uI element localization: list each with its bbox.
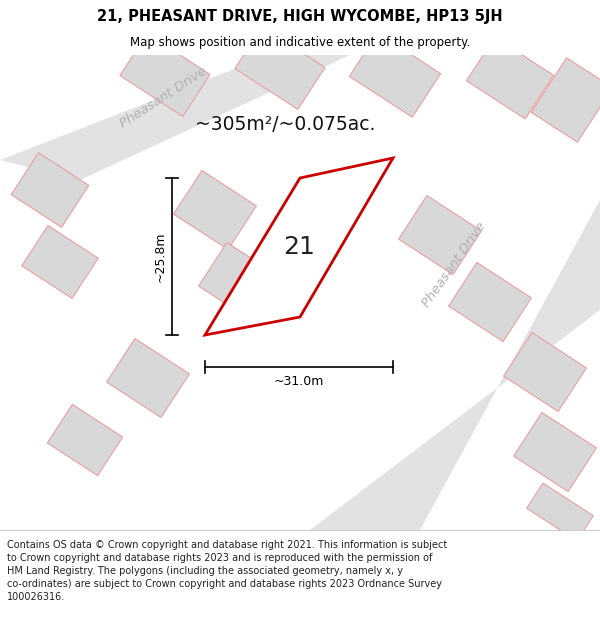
Polygon shape <box>11 152 89 228</box>
Polygon shape <box>503 332 586 411</box>
Polygon shape <box>398 196 481 274</box>
Polygon shape <box>466 37 554 119</box>
Text: ~305m²/~0.075ac.: ~305m²/~0.075ac. <box>195 116 376 134</box>
Polygon shape <box>0 55 350 180</box>
Polygon shape <box>514 412 596 491</box>
Polygon shape <box>120 34 210 116</box>
Text: Map shows position and indicative extent of the property.: Map shows position and indicative extent… <box>130 36 470 49</box>
Polygon shape <box>205 158 393 335</box>
Text: ~31.0m: ~31.0m <box>274 375 324 388</box>
Polygon shape <box>235 27 325 109</box>
Polygon shape <box>527 483 593 541</box>
Polygon shape <box>531 58 600 142</box>
Polygon shape <box>349 32 440 118</box>
Polygon shape <box>47 404 122 476</box>
Polygon shape <box>310 200 600 530</box>
Polygon shape <box>199 242 281 321</box>
Text: Pheasant Drive: Pheasant Drive <box>118 65 209 131</box>
Polygon shape <box>107 339 190 418</box>
Polygon shape <box>22 226 98 299</box>
Text: Pheasant Drive: Pheasant Drive <box>420 220 488 310</box>
Text: Contains OS data © Crown copyright and database right 2021. This information is : Contains OS data © Crown copyright and d… <box>7 539 448 602</box>
Text: 21, PHEASANT DRIVE, HIGH WYCOMBE, HP13 5JH: 21, PHEASANT DRIVE, HIGH WYCOMBE, HP13 5… <box>97 9 503 24</box>
Polygon shape <box>173 171 256 249</box>
Text: ~25.8m: ~25.8m <box>154 231 167 282</box>
Polygon shape <box>449 262 532 341</box>
Text: 21: 21 <box>284 235 316 259</box>
